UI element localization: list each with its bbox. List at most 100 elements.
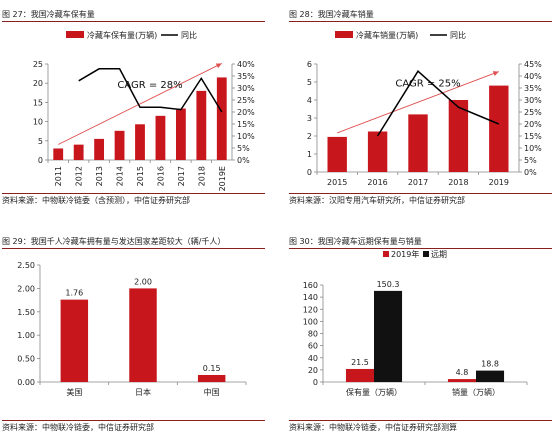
x-tick-label: 2011: [54, 166, 63, 186]
bar: [197, 374, 226, 382]
bar: [155, 115, 166, 160]
y-tick-label: 1.00: [17, 331, 35, 340]
bar: [196, 90, 207, 160]
y-tick-label: 20: [33, 79, 43, 88]
y-tick-label: 0.00: [17, 378, 35, 387]
x-tick-label: 2015: [136, 166, 145, 186]
y2-tick-label: 40%: [524, 72, 542, 81]
data-label: 2.00: [134, 277, 152, 286]
x-tick-label: 日本: [135, 387, 151, 397]
panel-per-thousand: 图 29：我国千人冷藏车拥有量与发达国家差距较大（辆/千人） 0.00 0.50 1…: [0, 219, 267, 438]
chart-long-term: 2019年 远期 0 20 40 60 80 100 120 140 160 保有量（万辆） 21.5 1…: [303, 249, 528, 397]
y-tick-label: 100: [303, 317, 318, 326]
legend-label: 远期: [431, 250, 447, 259]
x-tick-label: 2012: [75, 166, 84, 186]
y-tick-label: 2.00: [17, 284, 35, 293]
chart-title: 图 27：我国冷藏车保有量: [2, 8, 265, 22]
y-tick-label: 0: [313, 378, 318, 387]
legend-swatch: [423, 251, 429, 257]
y-tick-label: 5: [307, 78, 312, 87]
bar: [447, 379, 476, 382]
trend-arrow: [337, 71, 499, 134]
x-tick-label: 中国: [204, 387, 220, 397]
x-tick-label: 销量（万辆）: [452, 387, 500, 397]
x-tick-label: 2019: [489, 178, 509, 187]
legend-label: 冷藏车保有量(万辆): [87, 30, 157, 40]
legend-swatch-bar: [335, 31, 353, 38]
y-tick-label: 120: [303, 305, 318, 314]
bar: [489, 85, 509, 172]
x-tick-label: 2015: [327, 178, 347, 187]
trend-arrow: [58, 63, 222, 145]
y2-tick-label: 30%: [524, 96, 542, 105]
x-tick-label: 2019E: [218, 166, 227, 191]
y2-tick-label: 20%: [237, 108, 255, 117]
data-label: 4.8: [456, 368, 469, 377]
data-label: 21.5: [351, 358, 369, 367]
data-label: 18.8: [481, 360, 499, 369]
x-tick-label: 2014: [116, 166, 125, 186]
data-label: 0.15: [203, 364, 221, 373]
y-tick-label: 2: [307, 132, 312, 141]
bar: [94, 138, 105, 160]
legend-swatch-bar: [66, 31, 84, 38]
y2-tick-label: 45%: [524, 60, 542, 69]
y2-tick-label: 20%: [524, 120, 542, 129]
legend-label: 同比: [450, 30, 466, 40]
chart-source: 资料来源：中物联冷链委，中信证券研究部测算: [289, 420, 552, 434]
chart-source: 资料来源：汉阳专用汽车研究所，中信证券研究部: [289, 193, 552, 207]
chart-source: 资料来源：中物联冷链委（含预测），中信证券研究部: [2, 193, 265, 207]
x-tick-label: 2018: [448, 178, 468, 187]
chart-source: 资料来源：中物联冷链委，中信证券研究部: [2, 420, 265, 434]
bar: [476, 370, 505, 382]
y2-tick-label: 30%: [237, 84, 255, 93]
x-tick-label: 2013: [95, 166, 104, 186]
x-tick-label: 2016: [367, 178, 387, 187]
y-tick-label: 15: [33, 98, 43, 107]
y-tick-label: 20: [308, 366, 318, 375]
y-tick-label: 2.50: [17, 261, 35, 270]
y2-tick-label: 10%: [237, 132, 255, 141]
y-tick-label: 140: [303, 293, 318, 302]
y-tick-label: 40: [308, 354, 318, 363]
y2-tick-label: 0%: [524, 168, 537, 177]
y2-tick-label: 5%: [524, 156, 537, 165]
x-tick-label: 美国: [66, 387, 82, 397]
bar: [135, 124, 145, 160]
bar: [60, 299, 89, 382]
y-tick-label: 60: [308, 342, 318, 351]
chart-reefer-fleet: 冷藏车保有量(万辆) 同比 0 5 10 15 20 25 0% 5% 10% 15% 20% 25% 30…: [33, 30, 255, 191]
bar: [374, 290, 403, 382]
y2-tick-label: 0%: [237, 156, 250, 165]
cagr-annotation: CAGR = 28%: [117, 80, 182, 91]
y-tick-label: 3: [307, 114, 312, 123]
bar: [367, 131, 388, 172]
y-tick-label: 80: [308, 330, 318, 339]
chart-per-thousand: 0.00 0.50 1.00 1.50 2.00 2.50 美国 1.76 日本 2.00 中国 0.…: [17, 261, 247, 397]
chart-title: 图 30：我国冷藏车远期保有量与销量: [289, 235, 552, 249]
panel-reefer-fleet: 图 27：我国冷藏车保有量 冷藏车保有量(万辆) 同比 0 5 10 15 20 25 0% 5%…: [0, 0, 267, 219]
bar: [345, 368, 374, 382]
bar: [114, 130, 125, 160]
legend-label: 冷藏车销量(万辆): [356, 30, 418, 40]
bar: [448, 100, 469, 172]
data-label: 1.76: [65, 289, 83, 298]
y-tick-label: 25: [33, 60, 43, 69]
bar: [216, 77, 227, 160]
bar: [129, 288, 157, 382]
bar: [327, 136, 347, 172]
y2-tick-label: 15%: [237, 120, 255, 129]
legend-label: 2019年: [391, 249, 419, 259]
y-tick-label: 160: [303, 281, 318, 290]
y-tick-label: 6: [307, 60, 312, 69]
y-tick-label: 0: [38, 156, 43, 165]
y-tick-label: 0: [307, 168, 312, 177]
x-tick-label: 2017: [177, 166, 186, 186]
line-series: [376, 70, 500, 137]
bar: [73, 144, 84, 160]
y2-tick-label: 35%: [237, 72, 255, 81]
y2-tick-label: 25%: [524, 108, 542, 117]
y-tick-label: 10: [33, 118, 43, 127]
y2-tick-label: 5%: [237, 144, 250, 153]
bar: [175, 108, 186, 160]
